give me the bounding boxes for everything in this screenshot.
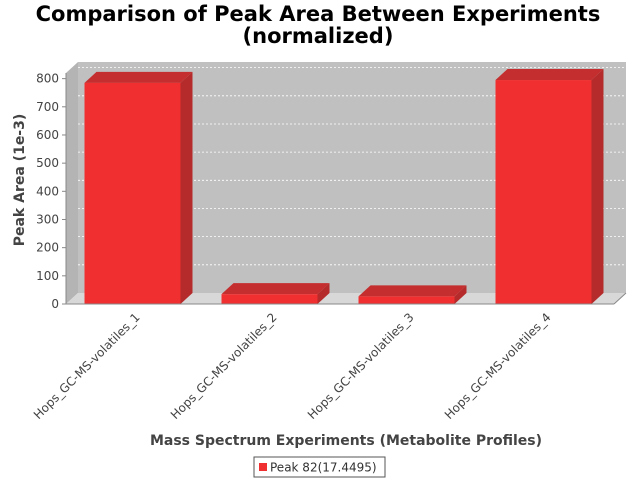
- bar-top: [221, 283, 330, 295]
- y-tick-label: 500: [36, 156, 59, 170]
- bar-front: [84, 82, 181, 304]
- x-axis-label: Mass Spectrum Experiments (Metabolite Pr…: [150, 433, 542, 449]
- y-tick-label: 800: [36, 72, 59, 86]
- legend-swatch: [259, 463, 267, 471]
- y-tick-label: 600: [36, 128, 59, 142]
- y-tick-label: 100: [36, 269, 59, 283]
- bar-side: [591, 69, 604, 304]
- chart-title-line-1: Comparison of Peak Area Between Experime…: [36, 2, 601, 26]
- x-tick-label: Hops_GC-MS-volatiles_1: [31, 310, 143, 422]
- legend: Peak 82(17.4495): [253, 456, 386, 478]
- bars: [84, 69, 604, 304]
- x-ticks: Hops_GC-MS-volatiles_1 Hops_GC-MS-volatil…: [31, 310, 554, 422]
- floor-edge: [613, 292, 627, 305]
- bar-top: [358, 285, 467, 297]
- bar-side: [180, 71, 193, 304]
- bar-top: [84, 71, 193, 83]
- bar-front: [221, 294, 318, 304]
- y-tick-label: 400: [36, 184, 59, 198]
- bar-front: [495, 80, 592, 304]
- y-tick-label: 300: [36, 212, 59, 226]
- x-tick-label: Hops_GC-MS-volatiles_4: [442, 310, 554, 422]
- bar: [221, 283, 330, 304]
- bar-side: [454, 285, 467, 304]
- bar-top: [495, 69, 604, 81]
- y-tick-label: 0: [51, 297, 59, 311]
- x-tick-label: Hops_GC-MS-volatiles_2: [168, 310, 280, 422]
- y-tick-label: 700: [36, 100, 59, 114]
- chart-title-line-2: (normalized): [243, 24, 394, 48]
- y-axis-label: Peak Area (1e-3): [12, 114, 28, 247]
- bar: [495, 69, 604, 304]
- chart-title: Comparison of Peak Area Between Experime…: [36, 2, 601, 48]
- bar: [84, 71, 193, 304]
- y-ticks: 0 100 200 300 400 500 600 700 800: [36, 72, 66, 311]
- bar: [358, 285, 467, 304]
- plot-floor: [66, 293, 626, 304]
- legend-label: Peak 82(17.4495): [270, 461, 377, 475]
- axes: [65, 73, 627, 305]
- y-tick-label: 200: [36, 241, 59, 255]
- legend-box: [253, 456, 386, 478]
- bar-side: [317, 283, 330, 304]
- plot-left-wall: [66, 62, 78, 304]
- x-tick-label: Hops_GC-MS-volatiles_3: [305, 310, 417, 422]
- bar-front: [358, 296, 455, 304]
